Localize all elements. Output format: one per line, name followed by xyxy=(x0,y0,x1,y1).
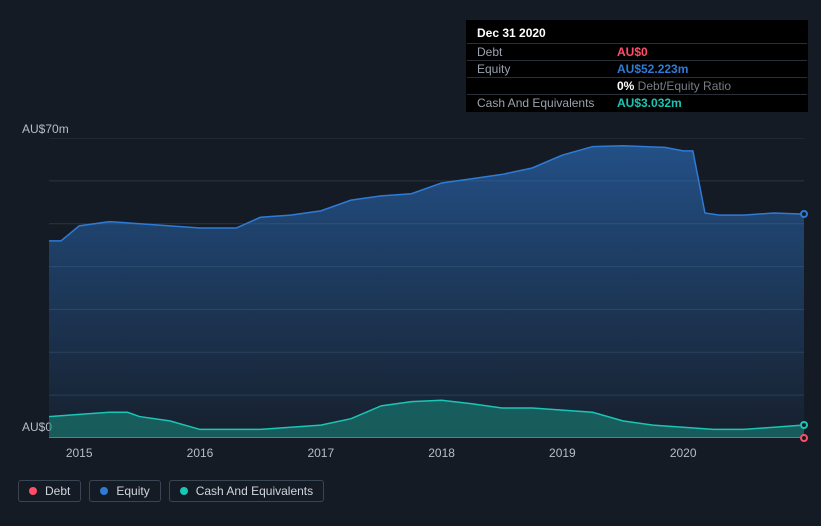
end-marker-equity xyxy=(800,210,808,218)
legend-label: Equity xyxy=(116,484,149,498)
x-tick: 2015 xyxy=(66,446,93,460)
legend-dot-icon xyxy=(29,487,37,495)
x-tick: 2017 xyxy=(307,446,334,460)
tooltip-value: AU$0 xyxy=(607,44,807,61)
x-tick: 2020 xyxy=(670,446,697,460)
tooltip-key: Cash And Equivalents xyxy=(467,95,607,112)
tooltip-value: AU$52.223m xyxy=(607,61,807,78)
tooltip-value: 0% Debt/Equity Ratio xyxy=(607,78,807,95)
plot-area[interactable] xyxy=(49,138,804,438)
legend: Debt Equity Cash And Equivalents xyxy=(18,480,324,502)
tooltip-row: EquityAU$52.223m xyxy=(467,61,807,78)
x-tick: 2019 xyxy=(549,446,576,460)
x-tick: 2016 xyxy=(187,446,214,460)
y-axis-bottom-label: AU$0 xyxy=(22,420,52,434)
chart-svg xyxy=(49,138,804,438)
tooltip-key: Debt xyxy=(467,44,607,61)
tooltip-row: 0% Debt/Equity Ratio xyxy=(467,78,807,95)
x-tick: 2018 xyxy=(428,446,455,460)
legend-label: Cash And Equivalents xyxy=(196,484,313,498)
tooltip-key xyxy=(467,78,607,95)
tooltip: Dec 31 2020 DebtAU$0EquityAU$52.223m0% D… xyxy=(466,20,808,112)
tooltip-table: DebtAU$0EquityAU$52.223m0% Debt/Equity R… xyxy=(467,43,807,111)
y-axis-top-label: AU$70m xyxy=(22,122,69,136)
tooltip-row: DebtAU$0 xyxy=(467,44,807,61)
chart-container: AU$70m AU$0 2015 2016 2017 2018 2019 2020 Dec… xyxy=(0,0,821,526)
end-marker-debt xyxy=(800,434,808,442)
legend-item[interactable]: Cash And Equivalents xyxy=(169,480,324,502)
legend-item[interactable]: Equity xyxy=(89,480,160,502)
legend-dot-icon xyxy=(100,487,108,495)
legend-dot-icon xyxy=(180,487,188,495)
legend-label: Debt xyxy=(45,484,70,498)
tooltip-row: Cash And EquivalentsAU$3.032m xyxy=(467,95,807,112)
tooltip-date: Dec 31 2020 xyxy=(467,25,807,43)
tooltip-value: AU$3.032m xyxy=(607,95,807,112)
end-marker-cash xyxy=(800,421,808,429)
legend-item[interactable]: Debt xyxy=(18,480,81,502)
tooltip-key: Equity xyxy=(467,61,607,78)
